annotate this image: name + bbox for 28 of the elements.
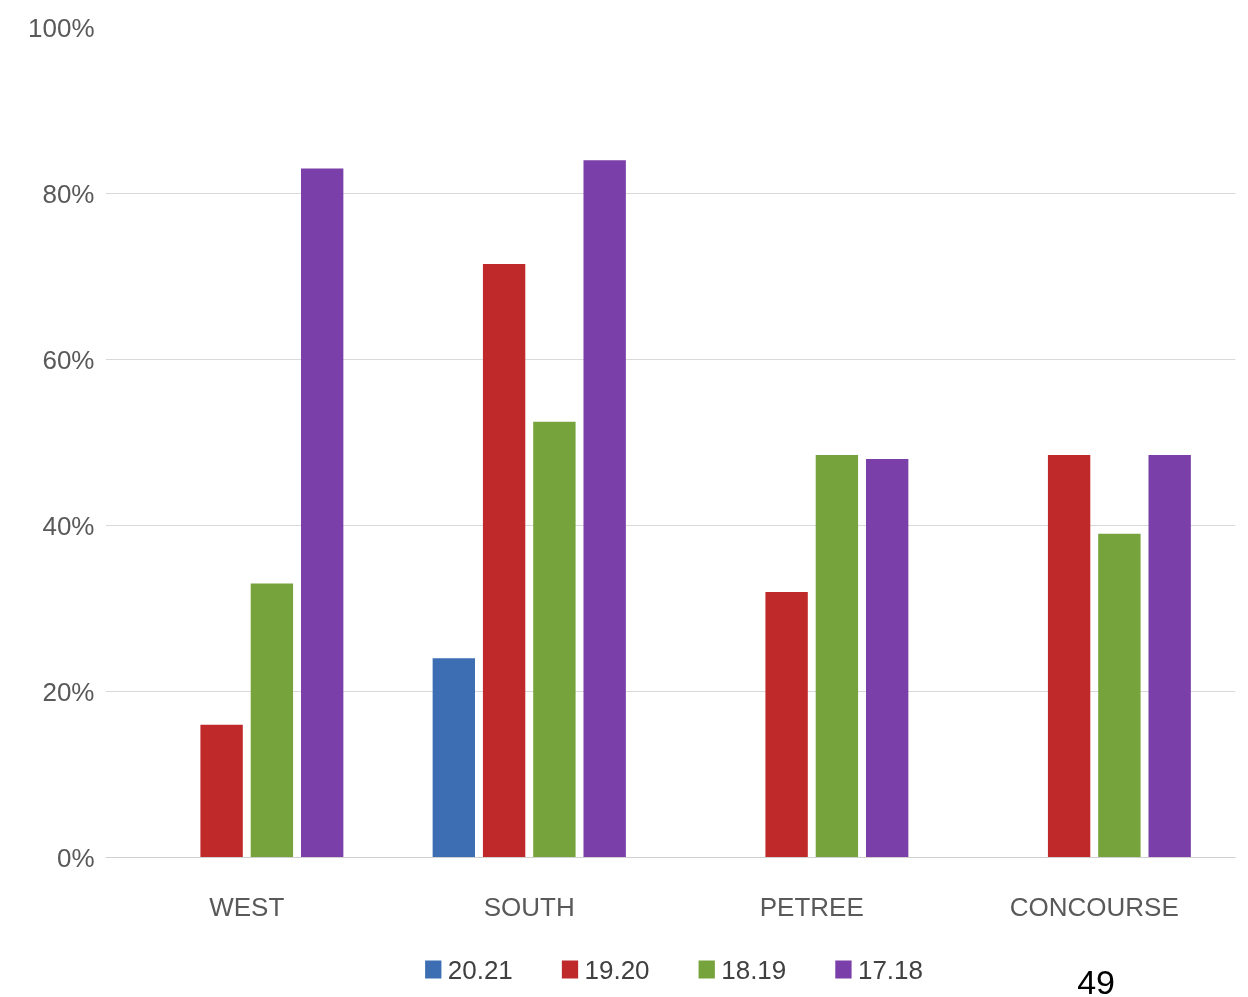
y-tick-label: 40% (42, 510, 95, 541)
bar (815, 454, 859, 858)
bar (200, 724, 243, 858)
legend-label: 17.18 (857, 954, 924, 985)
text: 49 (1077, 962, 1115, 997)
bar (865, 459, 909, 858)
bar (1148, 454, 1191, 858)
bar (1047, 454, 1091, 858)
bar (432, 658, 476, 858)
bar (300, 168, 344, 858)
bar (533, 421, 576, 858)
legend-label: 19.20 (584, 954, 650, 985)
y-tick-label: 100% (28, 12, 95, 43)
x-tick-label: WEST (209, 891, 285, 922)
legend-label: 18.19 (721, 954, 787, 985)
y-tick-label: 0% (56, 842, 95, 873)
x-tick-label: CONCOURSE (1009, 891, 1179, 922)
legend-label: 20.21 (447, 954, 513, 985)
x-tick-label: SOUTH (483, 891, 575, 922)
bar (482, 264, 526, 858)
bar (1098, 533, 1141, 858)
y-tick-label: 20% (42, 676, 95, 707)
y-tick-label: 80% (42, 178, 95, 209)
y-tick-label: 60% (42, 344, 95, 375)
bar (250, 583, 294, 858)
x-tick-label: PETREE (759, 891, 864, 922)
bar (765, 591, 808, 858)
bar (583, 160, 626, 858)
